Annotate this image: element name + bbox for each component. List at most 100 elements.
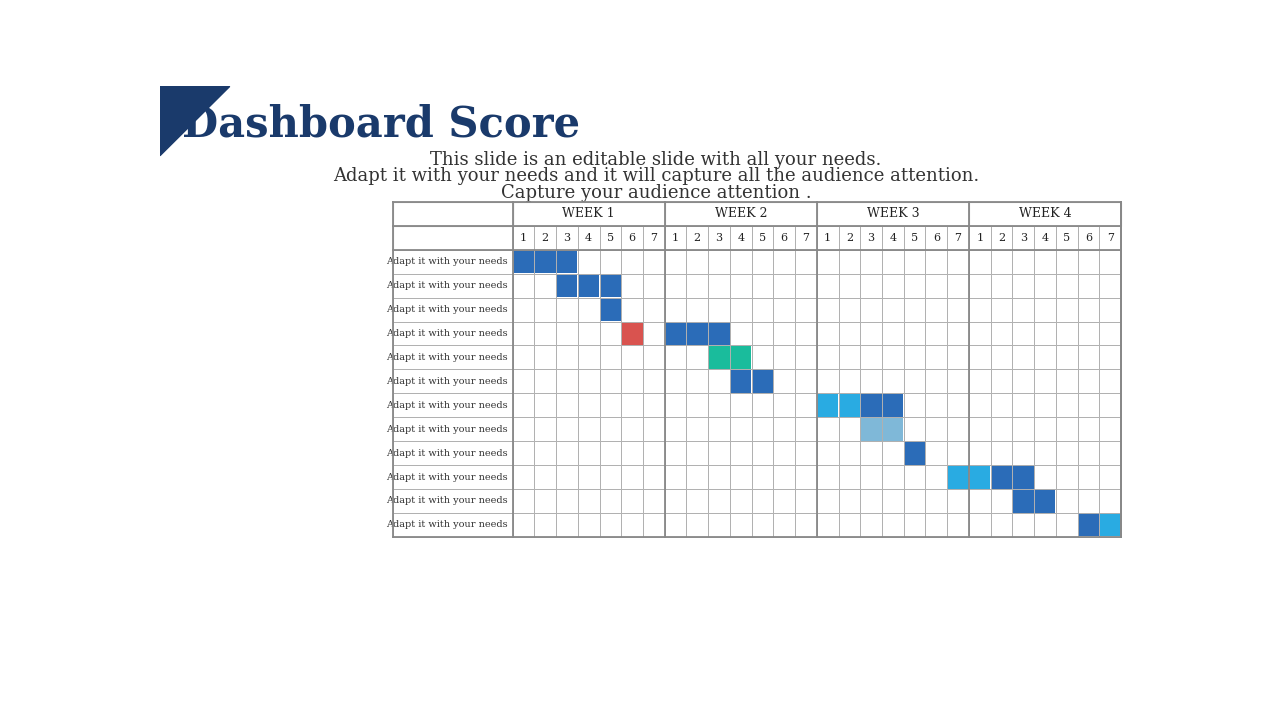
Bar	[904, 513, 925, 537]
Bar	[904, 441, 925, 465]
Bar	[773, 465, 795, 489]
Bar	[577, 417, 599, 441]
Text: WEEK 3: WEEK 3	[867, 207, 919, 220]
Bar	[925, 513, 947, 537]
Bar	[904, 226, 925, 250]
Bar	[664, 441, 686, 465]
Bar	[838, 394, 860, 417]
Bar	[686, 465, 708, 489]
Bar	[925, 441, 947, 465]
Bar	[751, 322, 773, 346]
Bar	[708, 465, 730, 489]
Bar	[1078, 513, 1100, 537]
Text: 2: 2	[998, 233, 1005, 243]
Bar	[882, 393, 904, 417]
Bar	[1100, 297, 1121, 322]
Text: Adapt it with your needs and it will capture all the audience attention.: Adapt it with your needs and it will cap…	[333, 168, 979, 186]
Bar	[904, 393, 925, 417]
Bar	[751, 417, 773, 441]
Bar	[621, 513, 643, 537]
Bar	[817, 250, 838, 274]
Bar	[773, 513, 795, 537]
Bar	[1012, 346, 1034, 369]
Bar	[1100, 489, 1121, 513]
Bar	[947, 465, 969, 489]
Bar	[817, 226, 838, 250]
Bar	[904, 441, 925, 464]
Bar	[730, 322, 751, 346]
Bar	[991, 369, 1012, 393]
Bar	[393, 226, 512, 250]
Bar	[1100, 393, 1121, 417]
Bar	[534, 465, 556, 489]
Bar	[1056, 513, 1078, 537]
Bar	[1078, 441, 1100, 465]
Bar	[838, 441, 860, 465]
Bar	[621, 465, 643, 489]
Text: Adapt it with your needs: Adapt it with your needs	[387, 353, 508, 362]
Bar	[1012, 465, 1034, 489]
Bar	[512, 250, 534, 274]
Bar	[817, 465, 838, 489]
Bar	[860, 418, 882, 441]
Bar	[838, 393, 860, 417]
Bar	[860, 417, 882, 441]
Bar	[817, 394, 838, 417]
Bar	[599, 417, 621, 441]
Bar	[708, 513, 730, 537]
Bar	[577, 441, 599, 465]
Bar	[882, 489, 904, 513]
Bar	[577, 513, 599, 537]
Bar	[925, 393, 947, 417]
Bar	[751, 297, 773, 322]
Bar	[534, 513, 556, 537]
Bar	[882, 346, 904, 369]
Bar	[599, 465, 621, 489]
Bar	[393, 489, 512, 513]
Bar	[730, 369, 751, 393]
Bar	[534, 226, 556, 250]
Bar	[664, 297, 686, 322]
Bar	[969, 465, 991, 489]
Bar	[969, 297, 991, 322]
Bar	[1078, 465, 1100, 489]
Bar	[991, 489, 1012, 513]
Bar	[708, 441, 730, 465]
Bar	[751, 274, 773, 297]
Bar	[773, 393, 795, 417]
Bar	[708, 346, 730, 369]
Bar	[664, 322, 686, 346]
Bar	[708, 369, 730, 393]
Bar	[991, 465, 1012, 489]
Bar	[1012, 490, 1034, 513]
Bar	[556, 369, 577, 393]
Text: 1: 1	[977, 233, 983, 243]
Bar	[817, 489, 838, 513]
Bar	[1078, 322, 1100, 346]
Bar	[730, 393, 751, 417]
Bar	[664, 346, 686, 369]
Bar	[577, 393, 599, 417]
Bar	[599, 346, 621, 369]
Bar	[393, 417, 512, 441]
Bar	[577, 297, 599, 322]
Bar	[577, 369, 599, 393]
Bar	[393, 393, 512, 417]
Bar	[882, 394, 904, 417]
Bar	[882, 418, 904, 441]
Bar	[643, 346, 664, 369]
Bar	[686, 322, 708, 346]
Bar	[643, 297, 664, 322]
Bar	[947, 393, 969, 417]
Bar	[991, 465, 1012, 489]
Bar	[860, 417, 882, 441]
Bar	[925, 274, 947, 297]
Bar	[1078, 513, 1100, 536]
Bar	[599, 322, 621, 346]
Bar	[1034, 346, 1056, 369]
Bar	[643, 465, 664, 489]
Bar	[1012, 489, 1034, 513]
Bar	[751, 369, 773, 393]
Bar	[643, 322, 664, 346]
Bar	[534, 250, 556, 274]
